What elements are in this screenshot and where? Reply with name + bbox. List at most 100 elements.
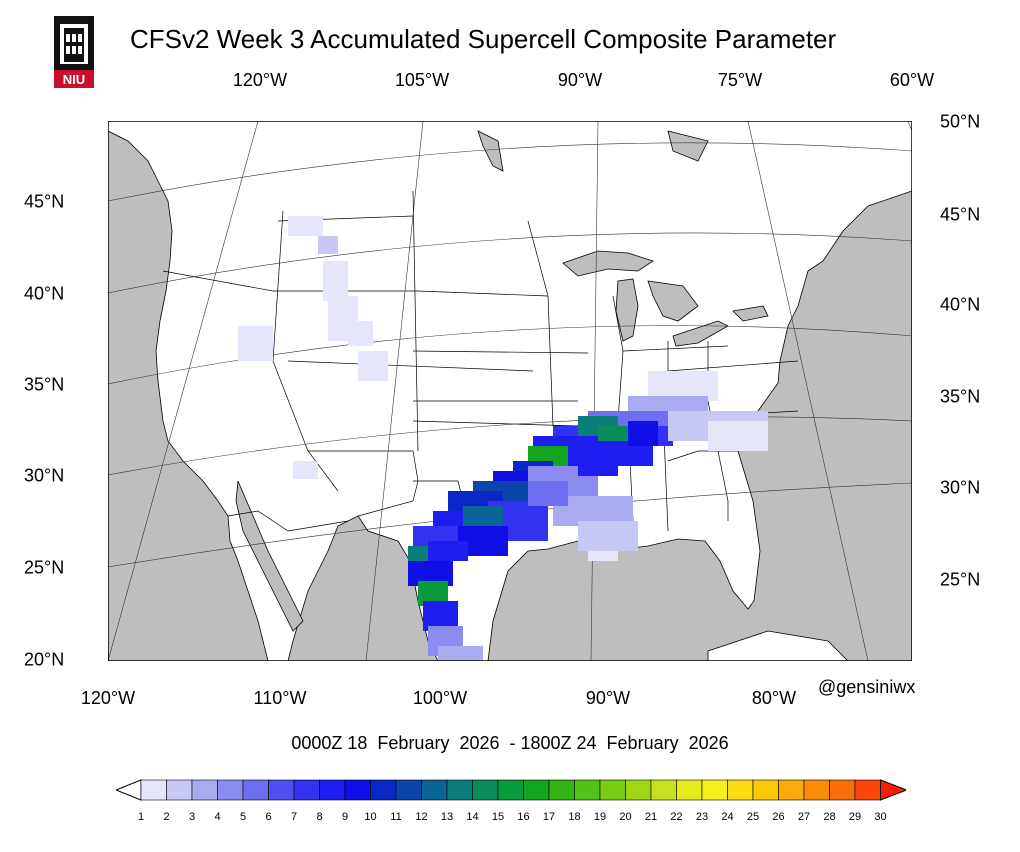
colorbar-swatch — [523, 779, 550, 801]
colorbar-swatch — [166, 779, 193, 801]
colorbar-tick-label: 1 — [137, 811, 145, 823]
chart-title: CFSv2 Week 3 Accumulated Supercell Compo… — [130, 24, 837, 54]
scp-cell — [428, 541, 468, 561]
colorbar-swatch — [752, 779, 779, 801]
scp-cell — [288, 216, 323, 236]
right-lat-label: 40°N — [940, 294, 981, 315]
bottom-lon-label: 90°W — [585, 688, 631, 708]
lake-superior — [562, 250, 654, 277]
colorbar-tick-label: 27 — [797, 811, 811, 823]
colorbar-swatch — [727, 779, 754, 801]
colorbar-tick-label: 28 — [823, 811, 836, 823]
colorbar-tick-label: 3 — [188, 811, 196, 823]
colorbar-high-arrow — [880, 779, 906, 801]
bottom-lon-label: 110°W — [253, 688, 307, 708]
gulf-of-california — [235, 480, 304, 632]
colorbar-swatch — [829, 779, 856, 801]
lake-ontario — [732, 305, 769, 322]
colorbar-swatch — [217, 779, 244, 801]
colorbar-tick-label: 6 — [265, 811, 272, 823]
credit-text: @gensiniwx — [818, 677, 916, 697]
date-range: 0000Z 18 February 2026 - 1800Z 24 Februa… — [291, 733, 729, 753]
colorbar-swatch — [140, 779, 167, 801]
colorbar-swatch — [268, 779, 295, 801]
lake-huron — [647, 280, 699, 322]
colorbar-tick-label: 7 — [290, 811, 298, 823]
left-lat-label: 45°N — [24, 191, 65, 212]
colorbar-tick-label: 24 — [721, 811, 734, 823]
top-lon-label: 105°W — [394, 70, 450, 90]
colorbar-tick-label: 29 — [848, 811, 862, 823]
colorbar-swatch — [421, 779, 448, 801]
scp-field — [238, 216, 768, 661]
left-lat-label: 25°N — [24, 557, 65, 578]
colorbar-swatch — [344, 779, 371, 801]
colorbar — [116, 779, 906, 801]
colorbar-swatch — [599, 779, 626, 801]
colorbar-swatch — [242, 779, 269, 801]
left-lat-label: 40°N — [24, 283, 65, 304]
scp-cell — [323, 261, 348, 301]
lake-erie — [672, 320, 729, 347]
scp-cell — [588, 551, 618, 561]
colorbar-swatch — [701, 779, 728, 801]
colorbar-tick-label: 2 — [163, 811, 170, 823]
right-lat-label: 50°N — [940, 111, 981, 132]
top-lon-label: 60°W — [889, 70, 935, 90]
scp-cell — [348, 321, 373, 346]
scp-cell — [708, 421, 768, 451]
niu-logo: NIU — [52, 16, 96, 95]
colorbar-tick-label: 19 — [593, 811, 607, 823]
scp-cell — [293, 461, 318, 479]
colorbar-tick-label: 12 — [415, 811, 428, 823]
colorbar-tick-label: 8 — [316, 811, 323, 823]
scp-cell — [628, 421, 658, 446]
colorbar-tick-label: 23 — [695, 811, 709, 823]
colorbar-swatch — [650, 779, 677, 801]
colorbar-tick-label: 16 — [517, 811, 530, 823]
right-lat-label: 25°N — [940, 569, 981, 590]
colorbar-tick-label: 30 — [874, 811, 887, 823]
right-lat-label: 45°N — [940, 204, 981, 225]
colorbar-swatch — [446, 779, 473, 801]
lake-winnipeg — [477, 130, 504, 172]
colorbar-tick-label: 25 — [746, 811, 760, 823]
top-lon-label: 75°W — [717, 70, 763, 90]
colorbar-tick-label: 26 — [772, 811, 785, 823]
colorbar-swatch — [854, 779, 881, 801]
colorbar-tick-label: 22 — [670, 811, 683, 823]
map-panel — [108, 121, 912, 661]
right-lat-label: 35°N — [940, 386, 981, 407]
colorbar-tick-label: 20 — [619, 811, 632, 823]
scp-cell — [238, 326, 273, 361]
scp-cell — [578, 521, 638, 551]
colorbar-swatch — [676, 779, 703, 801]
bottom-lon-label: 100°W — [412, 688, 468, 708]
colorbar-swatch — [548, 779, 575, 801]
colorbar-tick-label: 14 — [466, 811, 479, 823]
colorbar-swatch — [625, 779, 652, 801]
colorbar-low-arrow — [116, 779, 142, 801]
colorbar-swatch — [293, 779, 320, 801]
scp-cell — [318, 236, 338, 254]
colorbar-tick-label: 4 — [214, 811, 221, 823]
scp-cell — [528, 481, 568, 506]
colorbar-tick-label: 10 — [364, 811, 377, 823]
colorbar-tick-label: 9 — [341, 811, 349, 823]
scp-cell — [438, 646, 483, 661]
bottom-lon-label: 120°W — [80, 688, 136, 708]
colorbar-swatch — [778, 779, 805, 801]
right-lat-label: 30°N — [940, 477, 981, 498]
colorbar-swatch — [370, 779, 397, 801]
colorbar-swatch — [497, 779, 524, 801]
colorbar-tick-label: 21 — [644, 811, 658, 823]
colorbar-tick-label: 15 — [491, 811, 505, 823]
colorbar-swatch — [319, 779, 346, 801]
scp-cell — [578, 451, 618, 476]
scp-cell — [358, 351, 388, 381]
colorbar-tick-label: 5 — [239, 811, 247, 823]
hudson-bay-area — [667, 130, 709, 162]
colorbar-swatch — [395, 779, 422, 801]
logo-text: NIU — [62, 72, 86, 87]
colorbar-tick-label: 18 — [568, 811, 581, 823]
